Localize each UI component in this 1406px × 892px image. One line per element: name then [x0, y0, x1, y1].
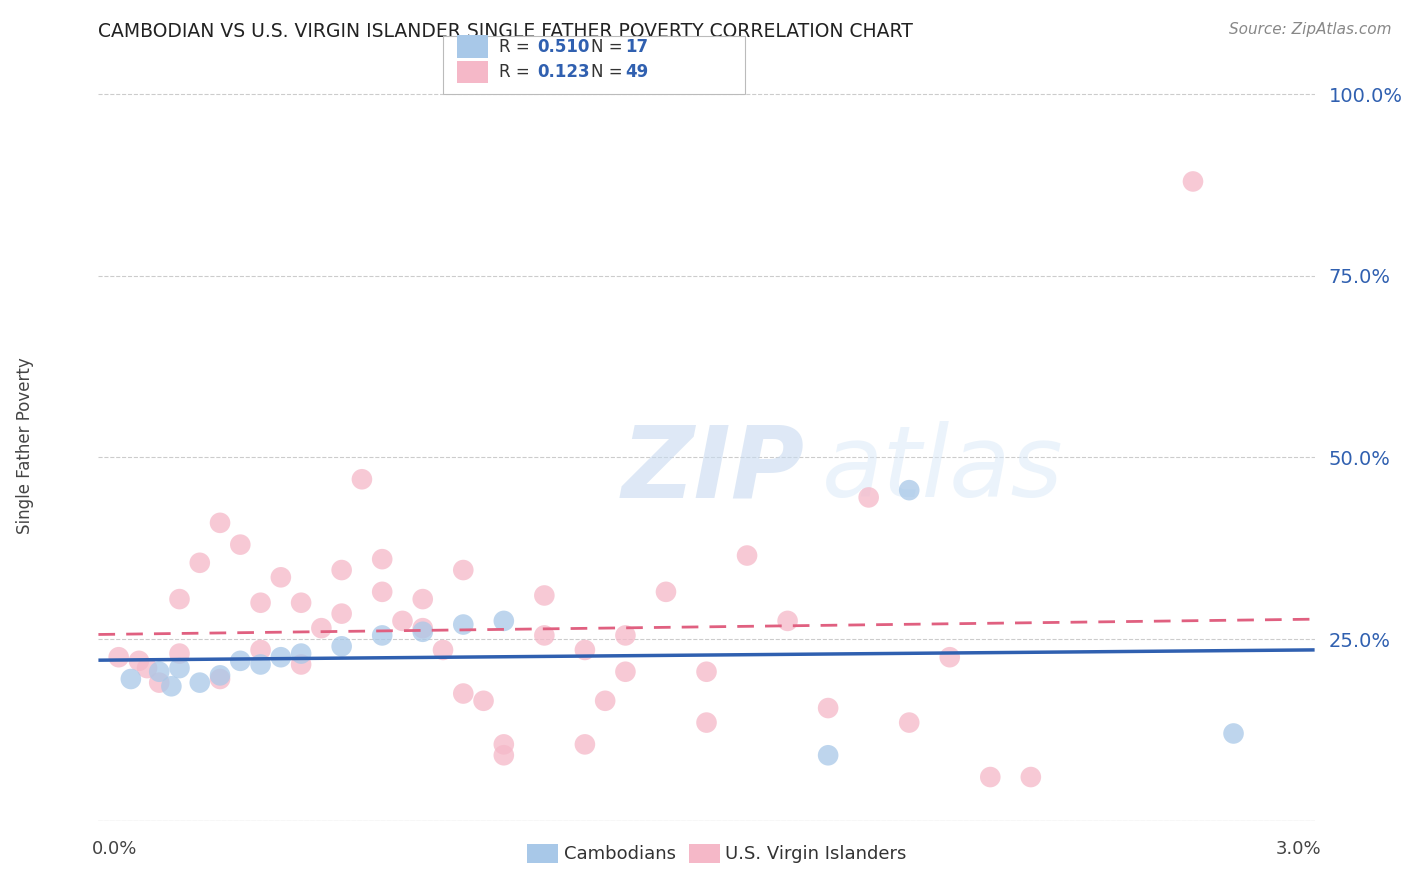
Point [939, 650, 962, 665]
Point [1019, 770, 1042, 784]
Point [229, 538, 252, 552]
Point [209, 672, 232, 686]
Point [128, 654, 150, 668]
Point [249, 596, 271, 610]
Text: Single Father Poverty: Single Father Poverty [17, 358, 34, 534]
Point [432, 643, 454, 657]
Point [614, 665, 637, 679]
Point [412, 621, 434, 635]
Point [492, 737, 515, 751]
Point [249, 643, 271, 657]
Point [290, 596, 312, 610]
Point [858, 491, 880, 505]
Text: 0.123: 0.123 [537, 63, 589, 81]
Text: Source: ZipAtlas.com: Source: ZipAtlas.com [1229, 22, 1392, 37]
Point [492, 614, 515, 628]
Point [391, 614, 413, 628]
Point [188, 556, 211, 570]
Point [311, 621, 333, 635]
Point [817, 748, 839, 763]
Point [209, 668, 232, 682]
Point [249, 657, 271, 672]
Point [188, 675, 211, 690]
Point [593, 694, 616, 708]
Point [453, 687, 475, 701]
Text: R =: R = [499, 63, 536, 81]
Point [1182, 174, 1205, 188]
Text: R =: R = [499, 37, 536, 55]
Text: 49: 49 [626, 63, 650, 81]
Point [614, 628, 637, 642]
Point [898, 483, 921, 498]
Text: 3.0%: 3.0% [1277, 840, 1322, 858]
Point [290, 657, 312, 672]
Point [160, 679, 183, 693]
Point [533, 628, 555, 642]
Text: atlas: atlas [823, 421, 1064, 518]
Point [817, 701, 839, 715]
Text: CAMBODIAN VS U.S. VIRGIN ISLANDER SINGLE FATHER POVERTY CORRELATION CHART: CAMBODIAN VS U.S. VIRGIN ISLANDER SINGLE… [98, 22, 914, 41]
Point [979, 770, 1001, 784]
Point [492, 748, 515, 763]
Text: N =: N = [591, 37, 627, 55]
Point [533, 589, 555, 603]
Text: U.S. Virgin Islanders: U.S. Virgin Islanders [725, 845, 907, 863]
Point [229, 654, 252, 668]
Point [371, 628, 394, 642]
Point [472, 694, 495, 708]
Text: 0.0%: 0.0% [91, 840, 136, 858]
Point [776, 614, 799, 628]
Point [1222, 726, 1244, 740]
Text: 0.510: 0.510 [537, 37, 589, 55]
Point [898, 715, 921, 730]
Point [169, 647, 191, 661]
Text: 17: 17 [626, 37, 648, 55]
Point [412, 624, 434, 639]
Point [270, 570, 292, 584]
Point [148, 675, 170, 690]
Point [270, 650, 292, 665]
Point [290, 647, 312, 661]
Point [574, 737, 596, 751]
Point [371, 585, 394, 599]
Point [453, 563, 475, 577]
Point [453, 617, 475, 632]
Text: ZIP: ZIP [621, 421, 804, 518]
Text: N =: N = [591, 63, 627, 81]
Text: Cambodians: Cambodians [564, 845, 676, 863]
Point [169, 592, 191, 607]
Point [107, 650, 129, 665]
Point [148, 665, 170, 679]
Point [209, 516, 232, 530]
Point [696, 715, 718, 730]
Point [696, 665, 718, 679]
Point [330, 607, 353, 621]
Point [169, 661, 191, 675]
Point [655, 585, 678, 599]
Point [330, 640, 353, 654]
Point [371, 552, 394, 566]
Point [412, 592, 434, 607]
Point [350, 472, 373, 486]
Point [735, 549, 758, 563]
Point [330, 563, 353, 577]
Point [136, 661, 159, 675]
Point [120, 672, 142, 686]
Point [574, 643, 596, 657]
